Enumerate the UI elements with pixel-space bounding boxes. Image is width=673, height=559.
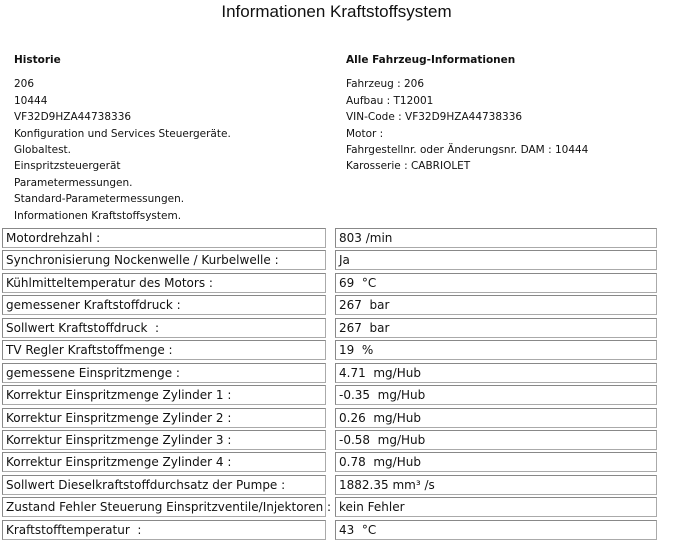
parameter-row: Kühlmitteltemperatur des Motors : 69 °C [2,272,657,293]
parameter-value: 4.71 mg/Hub [335,362,657,383]
parameter-value: 19 % [335,340,657,361]
vehicle-info-item: Fahrzeug : 206 [346,78,425,91]
parameter-row: Zustand Fehler Steuerung Einspritzventil… [2,497,657,518]
parameter-value: -0.58 mg/Hub [335,429,657,450]
history-item: Informationen Kraftstoffsystem. [14,209,182,222]
parameter-value: 43 °C [335,519,657,540]
parameter-value: -0.35 mg/Hub [335,385,657,406]
parameter-label: TV Regler Kraftstoffmenge : [2,340,326,361]
history-item: Standard-Parametermessungen. [14,193,185,206]
parameter-label: Zustand Fehler Steuerung Einspritzventil… [2,497,331,518]
parameter-row: Korrektur Einspritzmenge Zylinder 3 : -0.… [2,429,657,450]
parameter-value: 267 bar [335,317,657,338]
parameter-label: Sollwert Kraftstoffdruck : [2,317,326,338]
parameter-label: Korrektur Einspritzmenge Zylinder 3 : [2,429,326,450]
parameter-value: 0.78 mg/Hub [335,452,657,473]
parameter-row: Sollwert Kraftstoffdruck : 267 bar [2,317,657,338]
vehicle-info-heading: Alle Fahrzeug-Informationen [346,54,516,66]
parameter-label: Korrektur Einspritzmenge Zylinder 1 : [2,385,326,406]
parameter-label: Sollwert Dieselkraftstoffdurchsatz der P… [2,474,326,495]
parameter-label: Korrektur Einspritzmenge Zylinder 2 : [2,407,326,428]
parameter-label: Motordrehzahl : [2,228,326,248]
history-item: Konfiguration und Services Steuergeräte. [14,127,231,140]
history-item: VF32D9HZA44738336 [14,111,132,124]
parameter-label: Kühlmitteltemperatur des Motors : [2,272,326,293]
history-item: 10444 [14,94,48,107]
parameter-label: Synchronisierung Nockenwelle / Kurbelwel… [2,250,326,271]
parameter-value: 803 /min [335,228,657,248]
parameter-value: 69 °C [335,272,657,293]
parameter-row: Sollwert Dieselkraftstoffdurchsatz der P… [2,474,657,495]
vehicle-info-item: VIN-Code : VF32D9HZA44738336 [346,111,523,124]
parameter-value: 1882.35 mm³ /s [335,474,657,495]
parameter-label: gemessener Kraftstoffdruck : [2,295,326,316]
parameter-row: Kraftstofftemperatur : 43 °C [2,519,657,540]
parameter-label: gemessene Einspritzmenge : [2,362,326,383]
parameter-label: Kraftstofftemperatur : [2,519,326,540]
vehicle-info-item: Fahrgestellnr. oder Änderungsnr. DAM : 1… [346,144,589,157]
parameter-row: Korrektur Einspritzmenge Zylinder 1 : -0.… [2,385,657,406]
vehicle-info-item: Motor : [346,127,384,140]
history-item: Parametermessungen. [14,176,133,189]
parameter-table: Motordrehzahl : 803 /min Synchronisierung … [2,228,657,542]
parameter-row: Korrektur Einspritzmenge Zylinder 4 : 0.7… [2,452,657,473]
history-item: Globaltest. [14,144,71,157]
page-title: Informationen Kraftstoffsystem [221,2,452,21]
parameter-value: 0.26 mg/Hub [335,407,657,428]
parameter-row: gemessener Kraftstoffdruck : 267 bar [2,295,657,316]
parameter-row: Motordrehzahl : 803 /min [2,228,657,248]
history-heading: Historie [14,54,61,66]
parameter-label: Korrektur Einspritzmenge Zylinder 4 : [2,452,326,473]
parameter-row: Synchronisierung Nockenwelle / Kurbelwel… [2,250,657,271]
vehicle-info-item: Karosserie : CABRIOLET [346,160,471,173]
history-item: Einspritzsteuergerät [14,160,121,173]
parameter-value: 267 bar [335,295,657,316]
parameter-row: gemessene Einspritzmenge : 4.71 mg/Hub [2,362,657,383]
vehicle-info-section: Alle Fahrzeug-Informationen Fahrzeug : 2… [346,52,588,175]
parameter-row: TV Regler Kraftstoffmenge : 19 % [2,340,657,361]
history-item: 206 [14,78,35,91]
parameter-value: kein Fehler [335,497,657,518]
vehicle-info-item: Aufbau : T12001 [346,94,434,107]
parameter-row: Korrektur Einspritzmenge Zylinder 2 : 0.2… [2,407,657,428]
parameter-value: Ja [335,250,657,271]
history-section: Historie 206 10444 VF32D9HZA44738336 Konfig… [14,52,231,224]
